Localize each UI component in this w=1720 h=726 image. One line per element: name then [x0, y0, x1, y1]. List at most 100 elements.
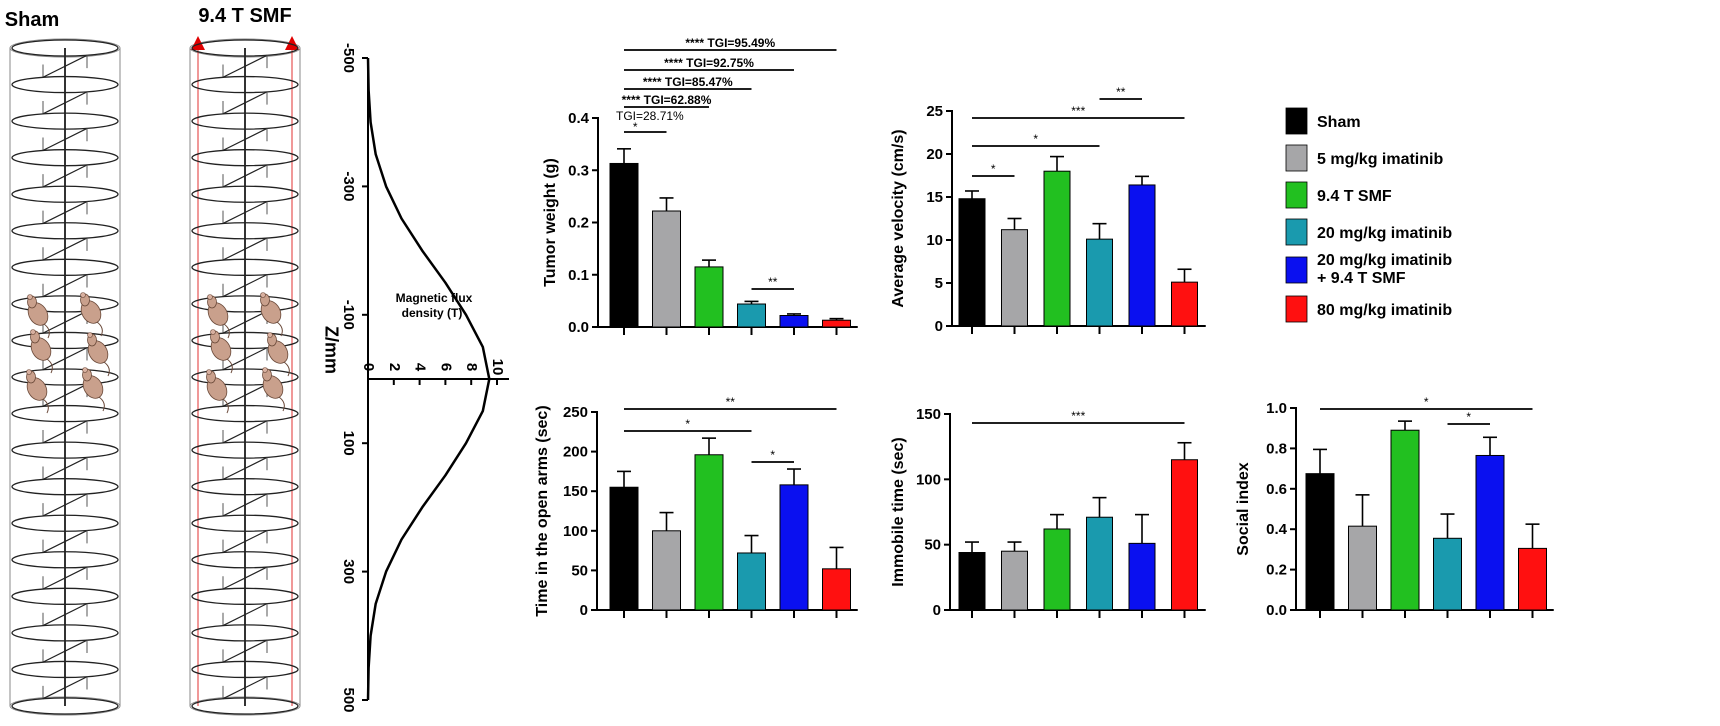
coil-sham-coil-winding — [42, 456, 88, 480]
social-ylabel: Social index — [1235, 462, 1252, 555]
velocity-sig-label: ** — [1116, 85, 1126, 99]
flux-xlabel-line2: density (T) — [402, 306, 463, 320]
coil-sham-coil-ring — [11, 697, 119, 715]
coil-smf: 9.4 T SMF — [189, 5, 301, 716]
flux-b-tick-label: 6 — [437, 363, 454, 371]
coil-smf-mouse-icon — [210, 329, 233, 374]
coil-smf-mouse-icon — [267, 332, 290, 377]
tumor-bar-0 — [609, 162, 639, 328]
flux-b-tick-label: 2 — [386, 363, 403, 371]
legend-label-4: 20 mg/kg imatinib — [1317, 252, 1452, 269]
coil-smf-coil-winding — [222, 274, 268, 298]
coil-smf-coil-winding — [222, 493, 268, 517]
coil-sham-coil-winding — [42, 603, 88, 627]
legend-label-3: 20 mg/kg imatinib — [1317, 225, 1452, 242]
immobile-bar-4 — [1128, 542, 1156, 611]
coil-smf-coil-winding — [222, 676, 268, 700]
velocity-bar-5 — [1171, 281, 1198, 327]
coil-smf-coil-ring — [191, 697, 299, 715]
legend-swatch-4 — [1285, 256, 1308, 284]
openarms-ylabel: Time in the open arms (sec) — [534, 405, 551, 616]
coil-smf-coil-winding — [222, 347, 268, 371]
openarms-y-tick-label: 250 — [563, 404, 588, 421]
coil-smf-mouse-icon — [207, 294, 230, 339]
coil-smf-coil-ring — [191, 478, 299, 496]
flux-b-tick-label: 4 — [412, 363, 429, 372]
coil-sham-mouse-icon — [27, 294, 50, 339]
coil-smf-title: 9.4 T SMF — [198, 5, 291, 27]
coil-smf-coil-ring — [191, 587, 299, 605]
coil-smf-coil-winding — [222, 54, 268, 78]
tumor-bar-3 — [737, 303, 766, 328]
immobile-y-tick-label: 0 — [933, 602, 941, 619]
coil-smf-coil-ring — [191, 112, 299, 130]
social-sig-label: * — [1424, 395, 1429, 409]
coil-smf-coil-winding — [222, 639, 268, 663]
coil-smf-coil-ring — [191, 368, 299, 386]
social-y-tick-label: 0.6 — [1266, 481, 1287, 498]
legend-swatch-3 — [1285, 218, 1308, 246]
coil-sham-coil-winding — [42, 383, 88, 407]
legend-label-4-line2: + 9.4 T SMF — [1317, 270, 1406, 287]
coil-smf-coil-ring — [191, 222, 299, 240]
coil-smf-coil-winding — [222, 91, 268, 115]
tumor-sig-note: TGI=28.71% — [616, 109, 684, 123]
coil-smf-field-arrow-icon — [191, 36, 205, 50]
coil-sham-coil-ring — [11, 222, 119, 240]
legend-label-2: 9.4 T SMF — [1317, 188, 1392, 205]
coil-smf-coil-ring — [191, 551, 299, 569]
coil-smf-coil-ring — [191, 75, 299, 94]
tumor-bar-1 — [652, 210, 681, 328]
coil-smf-coil-winding — [222, 200, 268, 225]
velocity-bar-0 — [958, 198, 986, 327]
coil-sham-coil-winding — [42, 200, 88, 225]
coil-sham-coil-ring — [11, 660, 119, 679]
velocity-sig-label: * — [991, 162, 996, 176]
coil-sham-coil-ring — [11, 404, 119, 423]
coil-smf-mouse-icon — [260, 292, 283, 337]
coil-smf-coil-winding — [222, 603, 268, 627]
coil-sham-coil-ring — [11, 478, 119, 496]
coil-sham-coil-ring — [11, 258, 119, 276]
coil-smf-coil-ring — [191, 624, 299, 642]
coil-sham-mouse-icon — [87, 332, 110, 377]
coil-sham-coil-winding — [42, 676, 88, 700]
velocity-bar-4 — [1128, 184, 1156, 327]
velocity-y-tick-label: 5 — [935, 275, 943, 292]
coil-sham-coil-ring — [11, 295, 119, 313]
flux-z-tick-label: -300 — [340, 171, 357, 201]
coil-smf-coil-winding — [222, 164, 268, 188]
flux-xlabel-line1: Magnetic flux — [396, 291, 473, 305]
coil-smf-mouse-icon — [262, 367, 285, 412]
coil-sham-coil-winding — [42, 529, 88, 554]
velocity-y-tick-label: 0 — [935, 318, 943, 335]
flux-curve — [366, 57, 491, 701]
legend: Sham 5 mg/kg imatinib 9.4 T SMF 20 mg/kg im… — [1285, 107, 1452, 323]
coil-sham-coil-ring — [11, 587, 119, 605]
tumor-sig-label: **** TGI=85.47% — [643, 75, 733, 89]
coil-sham-coil-ring — [11, 75, 119, 94]
tumor-bar-2 — [694, 266, 724, 328]
coil-smf-coil-winding — [222, 566, 268, 590]
openarms-bar-0 — [609, 486, 639, 611]
immobile-y-tick-label: 150 — [916, 406, 941, 423]
tumor-sig-label: **** TGI=95.49% — [685, 36, 775, 50]
coil-sham-coil-winding — [42, 54, 88, 78]
openarms-bar-4 — [779, 484, 809, 611]
coil-sham-coil-ring — [11, 551, 119, 569]
immobile-bar-2 — [1043, 528, 1071, 611]
openarms-y-tick-label: 50 — [571, 562, 588, 579]
legend-swatch-0 — [1285, 107, 1308, 135]
flux-b-tick-label: 0 — [360, 363, 377, 371]
tumor-sig-label: ** — [768, 275, 778, 289]
coil-sham-mouse-icon — [26, 369, 49, 414]
flux-ylabel: Z/mm — [321, 326, 341, 374]
coil-sham-mouse-icon — [30, 329, 53, 374]
flux-z-tick-label: 500 — [340, 687, 357, 712]
velocity-bar-2 — [1043, 170, 1071, 327]
velocity-y-tick-label: 10 — [926, 232, 943, 249]
legend-label-5: 80 mg/kg imatinib — [1317, 302, 1452, 319]
flux-b-tick-label: 10 — [489, 359, 506, 376]
coil-sham-coil-ring — [11, 624, 119, 642]
